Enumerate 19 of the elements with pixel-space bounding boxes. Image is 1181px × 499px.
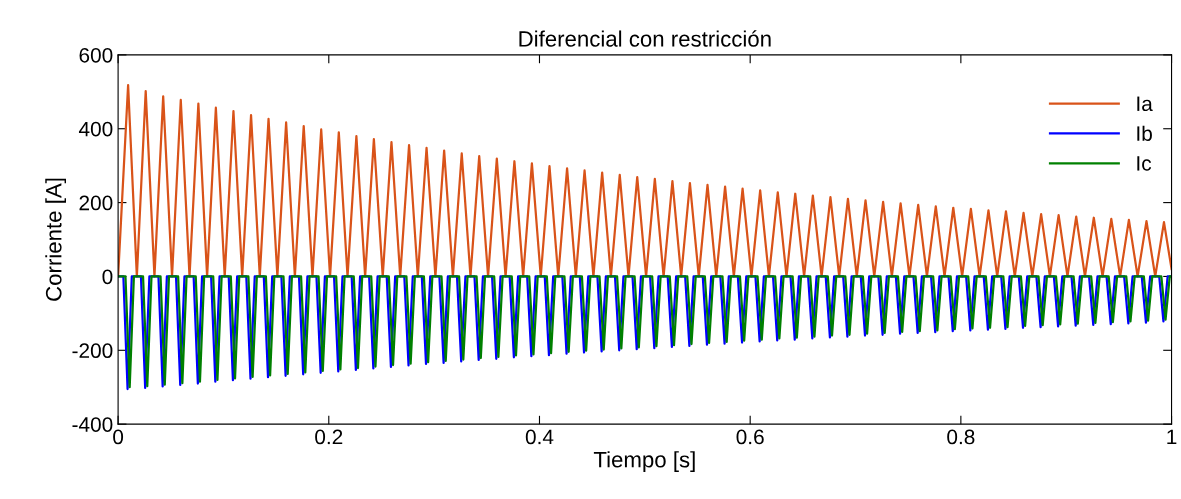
x-axis-title: Tiempo [s] — [593, 451, 695, 472]
x-tick-label: 0.2 — [315, 429, 343, 445]
legend-label: Ib — [1137, 125, 1152, 141]
x-tick-label: 1 — [1167, 429, 1177, 445]
x-tick-label: 0.6 — [736, 429, 764, 445]
legend-label: Ic — [1137, 156, 1152, 171]
y-tick-label: 400 — [78, 121, 113, 137]
x-tick-label: 0.8 — [947, 429, 975, 445]
line-series — [118, 84, 1172, 278]
y-tick-label: 600 — [79, 47, 113, 63]
x-tick-label: 0 — [113, 429, 124, 445]
legend-label: Ia — [1137, 96, 1153, 112]
y-axis-title: Corriente [A] — [45, 178, 66, 301]
y-tick-label: 0 — [102, 269, 113, 285]
x-tick-label: 0.4 — [525, 429, 554, 445]
y-tick-label: -200 — [72, 343, 113, 359]
chart-title: Diferencial con restricción — [519, 30, 771, 47]
y-tick-label: -400 — [72, 417, 113, 432]
y-tick-label: 200 — [79, 195, 113, 211]
